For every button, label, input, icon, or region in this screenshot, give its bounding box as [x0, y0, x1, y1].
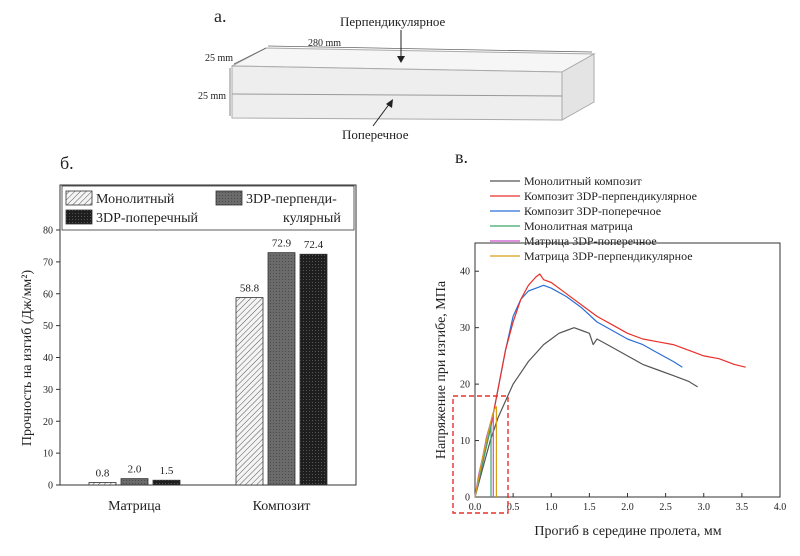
line-series-0: [474, 327, 698, 498]
bar-1-0: [235, 297, 264, 486]
legend-swatch-perpendicular: [215, 190, 243, 206]
bar-category-labels: Матрица Композит: [108, 499, 310, 514]
line-y-tick-label-4: 40: [460, 267, 470, 278]
line-x-tick-label-1: 0.5: [507, 502, 520, 513]
bar-1-1: [267, 252, 296, 486]
transverse-arrowhead: [386, 99, 393, 108]
beam-mid-line: [231, 93, 563, 97]
bar-1-2: [299, 253, 328, 486]
bar-label-1-0: 58.8: [240, 283, 260, 295]
panel-b: б. Монолитный 3DP-перпенди- кулярный 3DP…: [20, 153, 357, 514]
perpendicular-arrowhead: [397, 56, 405, 63]
line-x-tick-label-4: 2.0: [621, 502, 634, 513]
line-legend-label-2: Композит 3DP-поперечное: [524, 204, 661, 218]
line-x-tick-label-6: 3.0: [698, 502, 711, 513]
line-x-ticks: 0.0 0.5 1.0 1.5 2.0 2.5 3.0 3.5 4.0: [469, 493, 787, 513]
dim-height-label: 25 mm: [198, 91, 226, 102]
panel-a-label: а.: [214, 6, 227, 26]
line-series-2: [474, 284, 683, 498]
perpendicular-label: Перпендикулярное: [340, 14, 446, 29]
bar-legend-box: [61, 185, 355, 231]
bar-label-0-1: 2.0: [128, 464, 142, 476]
legend-label-perpendicular-1: 3DP-перпенди-: [246, 192, 337, 207]
panel-c-label: в.: [455, 147, 468, 167]
line-x-tick-label-8: 4.0: [774, 502, 787, 513]
line-x-tick-label-0: 0.0: [469, 502, 482, 513]
dim-width-line: [233, 47, 267, 65]
bar-y-tick-label-5: 50: [43, 321, 53, 332]
bar-label-0-2: 1.5: [160, 465, 174, 477]
bar-y-tick-label-7: 70: [43, 257, 53, 268]
bar-category-0: Матрица: [108, 499, 162, 514]
line-y-tick-label-0: 0: [465, 493, 470, 504]
transverse-label: Поперечное: [342, 127, 409, 142]
legend-label-transverse: 3DP-поперечный: [96, 211, 199, 226]
bar-y-tick-label-2: 20: [43, 417, 53, 428]
line-chart-frame: [474, 242, 781, 498]
panel-b-label: б.: [60, 153, 74, 173]
bar-y-tick-label-8: 80: [43, 226, 53, 237]
bar-y-tick-label-6: 60: [43, 289, 53, 300]
transverse-arrow: [372, 102, 391, 127]
bar-0-0: [88, 482, 117, 486]
line-y-tick-label-3: 30: [460, 323, 470, 334]
line-y-axis-title: Напряжение при изгибе, МПа: [434, 280, 449, 459]
bar-label-1-1: 72.9: [272, 238, 292, 250]
line-x-tick-label-5: 2.5: [659, 502, 672, 513]
line-legend-label-1: Композит 3DP-перпендикулярное: [524, 189, 697, 203]
bar-y-tick-label-4: 40: [43, 353, 53, 364]
beam-side-face: [561, 53, 595, 121]
line-series-5: [474, 406, 497, 498]
bar-y-tick-label-3: 30: [43, 385, 53, 396]
line-x-tick-label-3: 1.5: [583, 502, 596, 513]
line-legend-label-3: Монолитная матрица: [524, 219, 633, 233]
line-x-tick-label-2: 1.0: [545, 502, 558, 513]
beam-front-face: [231, 65, 563, 121]
zoom-highlight-box: [452, 395, 509, 514]
line-series-1: [474, 273, 746, 498]
legend-swatch-transverse: [65, 209, 93, 225]
bar-label-1-2: 72.4: [304, 239, 324, 251]
bar-y-axis-title: Прочность на изгиб (Дж/мм²): [20, 270, 35, 447]
line-legend-label-4: Матрица 3DP-поперечное: [524, 234, 657, 248]
bar-y-tick-label-1: 10: [43, 449, 53, 460]
bar-chart-frame: [59, 184, 357, 486]
bar-0-2: [152, 479, 181, 486]
bar-value-labels: 0.8 2.0 1.5 58.8 72.9 72.4: [96, 238, 324, 480]
dim-length-label: 280 mm: [308, 38, 341, 49]
bar-y-ticks: 0 10 20 30 40 50 60 70 80: [43, 226, 60, 492]
line-y-tick-label-1: 10: [460, 436, 470, 447]
line-x-axis-title: Прогиб в середине пролета, мм: [534, 524, 721, 539]
bar-0-1: [120, 478, 149, 486]
bar-category-1: Композит: [253, 499, 311, 514]
bar-label-0-0: 0.8: [96, 467, 110, 479]
dim-width-label: 25 mm: [205, 53, 233, 64]
line-y-ticks: 0 10 20 30 40: [460, 267, 479, 504]
line-legend-label-0: Монолитный композит: [524, 174, 642, 188]
line-y-tick-label-2: 20: [460, 380, 470, 391]
line-series: [474, 273, 746, 498]
panel-a: а. 280 mm 25 mm 25 mm Перпендикулярное П…: [198, 6, 596, 142]
legend-label-monolithic: Монолитный: [96, 192, 175, 207]
line-legend-label-5: Матрица 3DP-перпендикулярное: [524, 249, 693, 263]
legend-label-perpendicular-2: кулярный: [283, 211, 341, 226]
dim-length-line: [267, 45, 593, 53]
legend-swatch-monolithic: [65, 190, 93, 206]
bar-marks: [88, 252, 328, 486]
line-x-tick-label-7: 3.5: [736, 502, 749, 513]
bar-y-tick-label-0: 0: [48, 481, 53, 492]
bar-legend: Монолитный 3DP-перпенди- кулярный 3DP-по…: [61, 185, 355, 231]
